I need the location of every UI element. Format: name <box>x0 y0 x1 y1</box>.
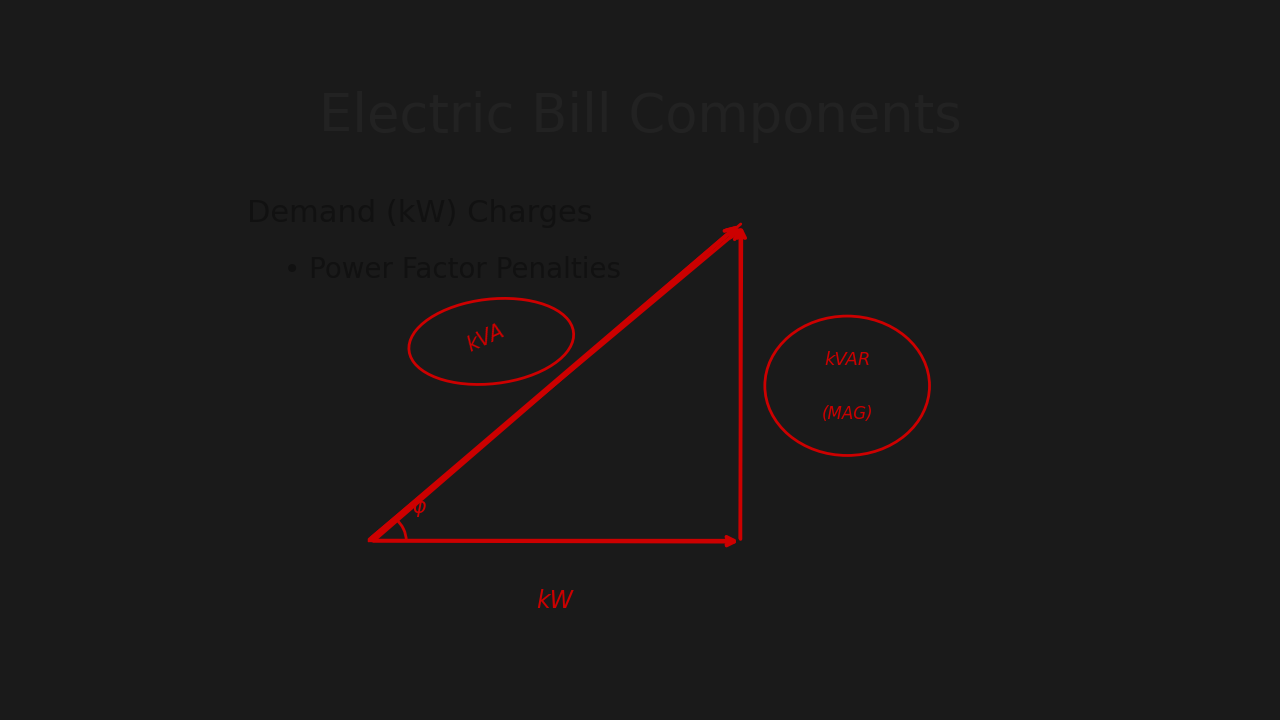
Text: Electric Bill Components: Electric Bill Components <box>319 91 961 143</box>
Text: $\phi$: $\phi$ <box>412 495 426 519</box>
Text: • Power Factor Penalties: • Power Factor Penalties <box>284 256 621 284</box>
Text: Demand (kW) Charges: Demand (kW) Charges <box>247 199 593 228</box>
Text: (MAG): (MAG) <box>822 405 873 423</box>
Text: kW: kW <box>536 588 573 613</box>
Text: kVAR: kVAR <box>824 351 870 369</box>
Text: kVA: kVA <box>463 321 508 356</box>
